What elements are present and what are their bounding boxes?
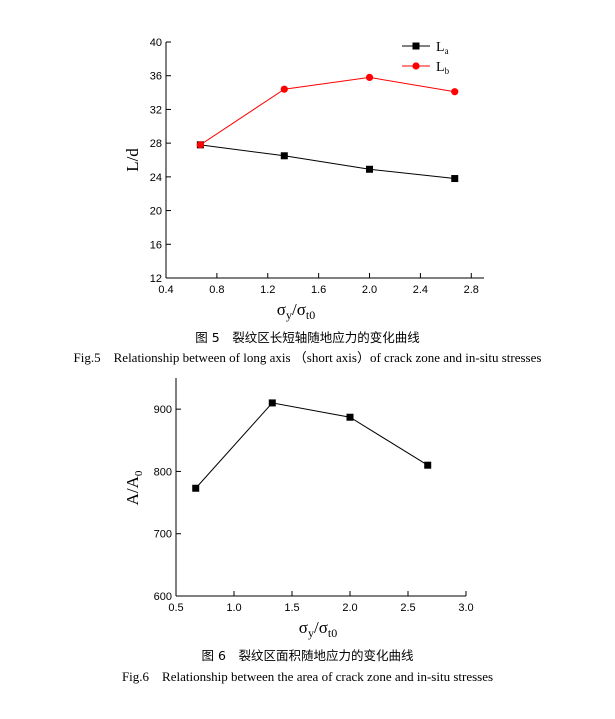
fig5-caption-cn: 图 5 裂纹区长短轴随地应力的变化曲线 (195, 330, 420, 345)
fig5-x-tick-label: 0.8 (209, 284, 224, 296)
fig5-data-point (280, 85, 288, 93)
fig6-y-label: A/A0 (123, 470, 145, 505)
fig5-x-tick-label: 0.4 (158, 284, 173, 296)
fig6-series (192, 399, 432, 492)
fig6-y-tick-label: 900 (154, 404, 172, 416)
fig5-series-line-1 (200, 76, 455, 146)
fig6-x-tick-label: 0.5 (168, 602, 183, 614)
fig5-y-tick-label: 24 (150, 172, 162, 184)
legend-label-lb: Lb (436, 60, 450, 76)
fig5-x-tick-label: 1.2 (260, 284, 275, 296)
fig5-series-line-0 (200, 144, 455, 180)
fig5-y-tick-label: 12 (150, 273, 162, 285)
fig5-y-tick-label: 32 (150, 104, 162, 116)
figure5-chart: 12 16 20 24 28 32 36 40 0.4 0.8 1.2 1.6 2.0 2.4 2.8 L… (123, 37, 484, 322)
fig5-data-point (196, 141, 204, 149)
fig5-series (196, 73, 459, 183)
fig5-x-tick-label: 2.0 (362, 284, 377, 296)
fig6-x-tick-label: 3.0 (458, 602, 473, 614)
figure6-chart: 600 700 800 900 0.5 1.0 1.5 2.0 2.5 3.0 A/A0 σy/… (123, 378, 474, 640)
fig6-data-point (424, 461, 432, 469)
fig5-x-tick-label: 1.6 (311, 284, 326, 296)
fig5-y-tick-label: 36 (150, 71, 162, 83)
fig6-caption-cn: 图 6 裂纹区面积随地应力的变化曲线 (201, 648, 414, 663)
fig6-data-point (268, 399, 276, 407)
fig6-x-tick-label: 1.5 (284, 602, 299, 614)
fig6-series-line-0 (195, 402, 428, 489)
fig5-y-tick-label: 28 (150, 138, 162, 150)
fig6-data-point (192, 484, 200, 492)
legend-marker-lb (412, 62, 420, 70)
fig6-data-point (346, 413, 354, 421)
fig5-data-point (366, 165, 374, 173)
fig5-data-point (451, 175, 459, 183)
legend-label-la: La (436, 40, 449, 56)
fig5-data-point (365, 73, 374, 81)
fig6-x-label: σy/σt0 (299, 618, 337, 640)
fig5-y-tick-label: 16 (150, 239, 162, 251)
fig5-x-ticks: 0.4 0.8 1.2 1.6 2.0 2.4 2.8 (158, 273, 479, 296)
fig6-x-tick-label: 2.5 (400, 602, 415, 614)
fig5-x-tick-label: 2.8 (464, 284, 479, 296)
fig5-data-point (451, 88, 459, 96)
fig5-caption-en: Fig.5 Relationship between of long axis … (73, 350, 542, 365)
fig5-x-label: σy/σt0 (277, 300, 315, 322)
fig6-y-tick-label: 600 (154, 591, 172, 603)
fig6-y-tick-label: 800 (154, 466, 172, 478)
legend-marker-la (412, 42, 420, 50)
fig5-legend: La Lb (402, 40, 450, 76)
fig6-x-tick-label: 2.0 (342, 602, 357, 614)
fig5-y-label: L/d (123, 148, 142, 172)
fig6-y-tick-label: 700 (154, 529, 172, 541)
fig6-y-ticks: 600 700 800 900 (154, 404, 181, 603)
fig5-y-ticks: 12 16 20 24 28 32 36 40 (150, 37, 171, 285)
fig6-x-ticks: 0.5 1.0 1.5 2.0 2.5 3.0 (168, 591, 474, 614)
fig5-y-tick-label: 20 (150, 206, 162, 218)
fig6-caption-en: Fig.6 Relationship between the area of c… (121, 669, 494, 684)
fig5-y-tick-label: 40 (150, 37, 162, 49)
fig5-data-point (280, 152, 288, 160)
fig5-x-tick-label: 2.4 (413, 284, 428, 296)
fig6-x-tick-label: 1.0 (226, 602, 241, 614)
